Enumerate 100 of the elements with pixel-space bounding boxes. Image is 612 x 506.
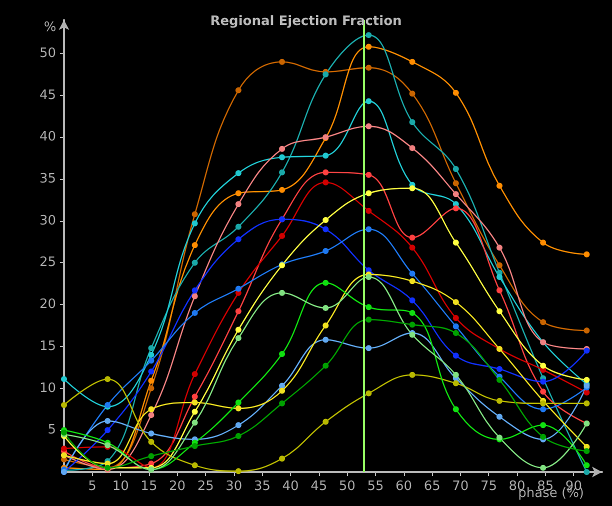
point xyxy=(409,310,416,316)
point xyxy=(235,433,242,440)
point xyxy=(496,398,502,404)
point xyxy=(540,422,546,428)
point xyxy=(366,345,372,352)
point xyxy=(192,293,198,300)
point xyxy=(235,236,242,242)
y-tick-label: 50 xyxy=(39,46,56,61)
point xyxy=(409,119,416,126)
y-tick-label: 30 xyxy=(39,213,56,228)
point xyxy=(584,448,590,454)
point xyxy=(366,316,372,323)
point xyxy=(322,322,329,329)
point xyxy=(584,251,590,258)
x-tick-label: 30 xyxy=(226,479,242,494)
point xyxy=(192,220,198,226)
point xyxy=(235,190,242,196)
point xyxy=(584,469,590,475)
y-tick-label: 5 xyxy=(48,422,56,438)
point xyxy=(279,154,286,160)
point xyxy=(540,406,546,412)
point xyxy=(452,372,459,378)
point xyxy=(104,427,111,434)
point xyxy=(104,418,111,424)
point xyxy=(366,304,372,310)
point xyxy=(409,322,416,328)
point xyxy=(452,299,459,306)
point xyxy=(279,350,286,357)
point xyxy=(148,430,154,436)
point xyxy=(366,32,372,38)
point xyxy=(148,412,154,418)
point xyxy=(192,242,198,248)
point xyxy=(452,314,459,321)
point xyxy=(366,190,372,196)
point xyxy=(322,280,329,286)
y-tick-label: 40 xyxy=(39,130,56,145)
point xyxy=(496,376,502,383)
point xyxy=(409,244,416,251)
x-tick-label: 45 xyxy=(310,479,328,494)
x-tick-label: 10 xyxy=(112,479,129,494)
point xyxy=(235,170,242,176)
point xyxy=(148,358,154,364)
point xyxy=(192,371,198,378)
point xyxy=(148,368,154,375)
point xyxy=(322,179,329,186)
point xyxy=(540,464,546,471)
y-tick-label: 10 xyxy=(39,380,56,396)
x-tick-label: 65 xyxy=(424,479,440,494)
point xyxy=(235,224,242,230)
point xyxy=(452,205,459,212)
point xyxy=(279,186,286,193)
point xyxy=(322,71,329,78)
point xyxy=(279,58,286,65)
point xyxy=(322,362,329,369)
point xyxy=(322,217,329,224)
point xyxy=(584,462,590,468)
x-tick-label: 15 xyxy=(140,479,158,494)
point xyxy=(148,378,154,384)
point xyxy=(148,385,154,392)
x-tick-label: 25 xyxy=(197,479,214,494)
point xyxy=(496,308,502,314)
point xyxy=(148,453,154,460)
point xyxy=(409,372,416,378)
point xyxy=(409,234,416,241)
point xyxy=(452,191,459,198)
point xyxy=(192,287,198,294)
point xyxy=(235,326,242,333)
point xyxy=(322,336,329,343)
point xyxy=(235,201,242,208)
point xyxy=(540,400,546,406)
x-tick-label: 40 xyxy=(282,479,299,494)
point xyxy=(192,211,198,218)
point xyxy=(235,87,242,94)
point xyxy=(279,382,286,389)
point xyxy=(540,388,546,395)
point xyxy=(452,240,459,246)
point xyxy=(104,376,111,382)
point xyxy=(366,44,372,50)
point xyxy=(452,352,459,359)
point xyxy=(496,244,502,251)
point xyxy=(235,405,242,412)
point xyxy=(192,443,198,450)
point xyxy=(148,406,154,412)
point xyxy=(279,388,286,394)
x-tick-label: 5 xyxy=(88,479,96,494)
point xyxy=(148,345,154,352)
point xyxy=(496,366,502,372)
point xyxy=(322,226,329,232)
point xyxy=(366,226,372,232)
point xyxy=(584,400,590,406)
y-tick-label: 45 xyxy=(39,88,56,103)
y-axis-title: % xyxy=(44,20,56,35)
point xyxy=(279,456,286,462)
point xyxy=(322,418,329,425)
point xyxy=(409,90,416,97)
point xyxy=(452,406,459,412)
chart-title: Regional Ejection Fraction xyxy=(210,14,402,29)
point xyxy=(496,262,502,268)
point xyxy=(366,98,372,104)
point xyxy=(409,145,416,152)
